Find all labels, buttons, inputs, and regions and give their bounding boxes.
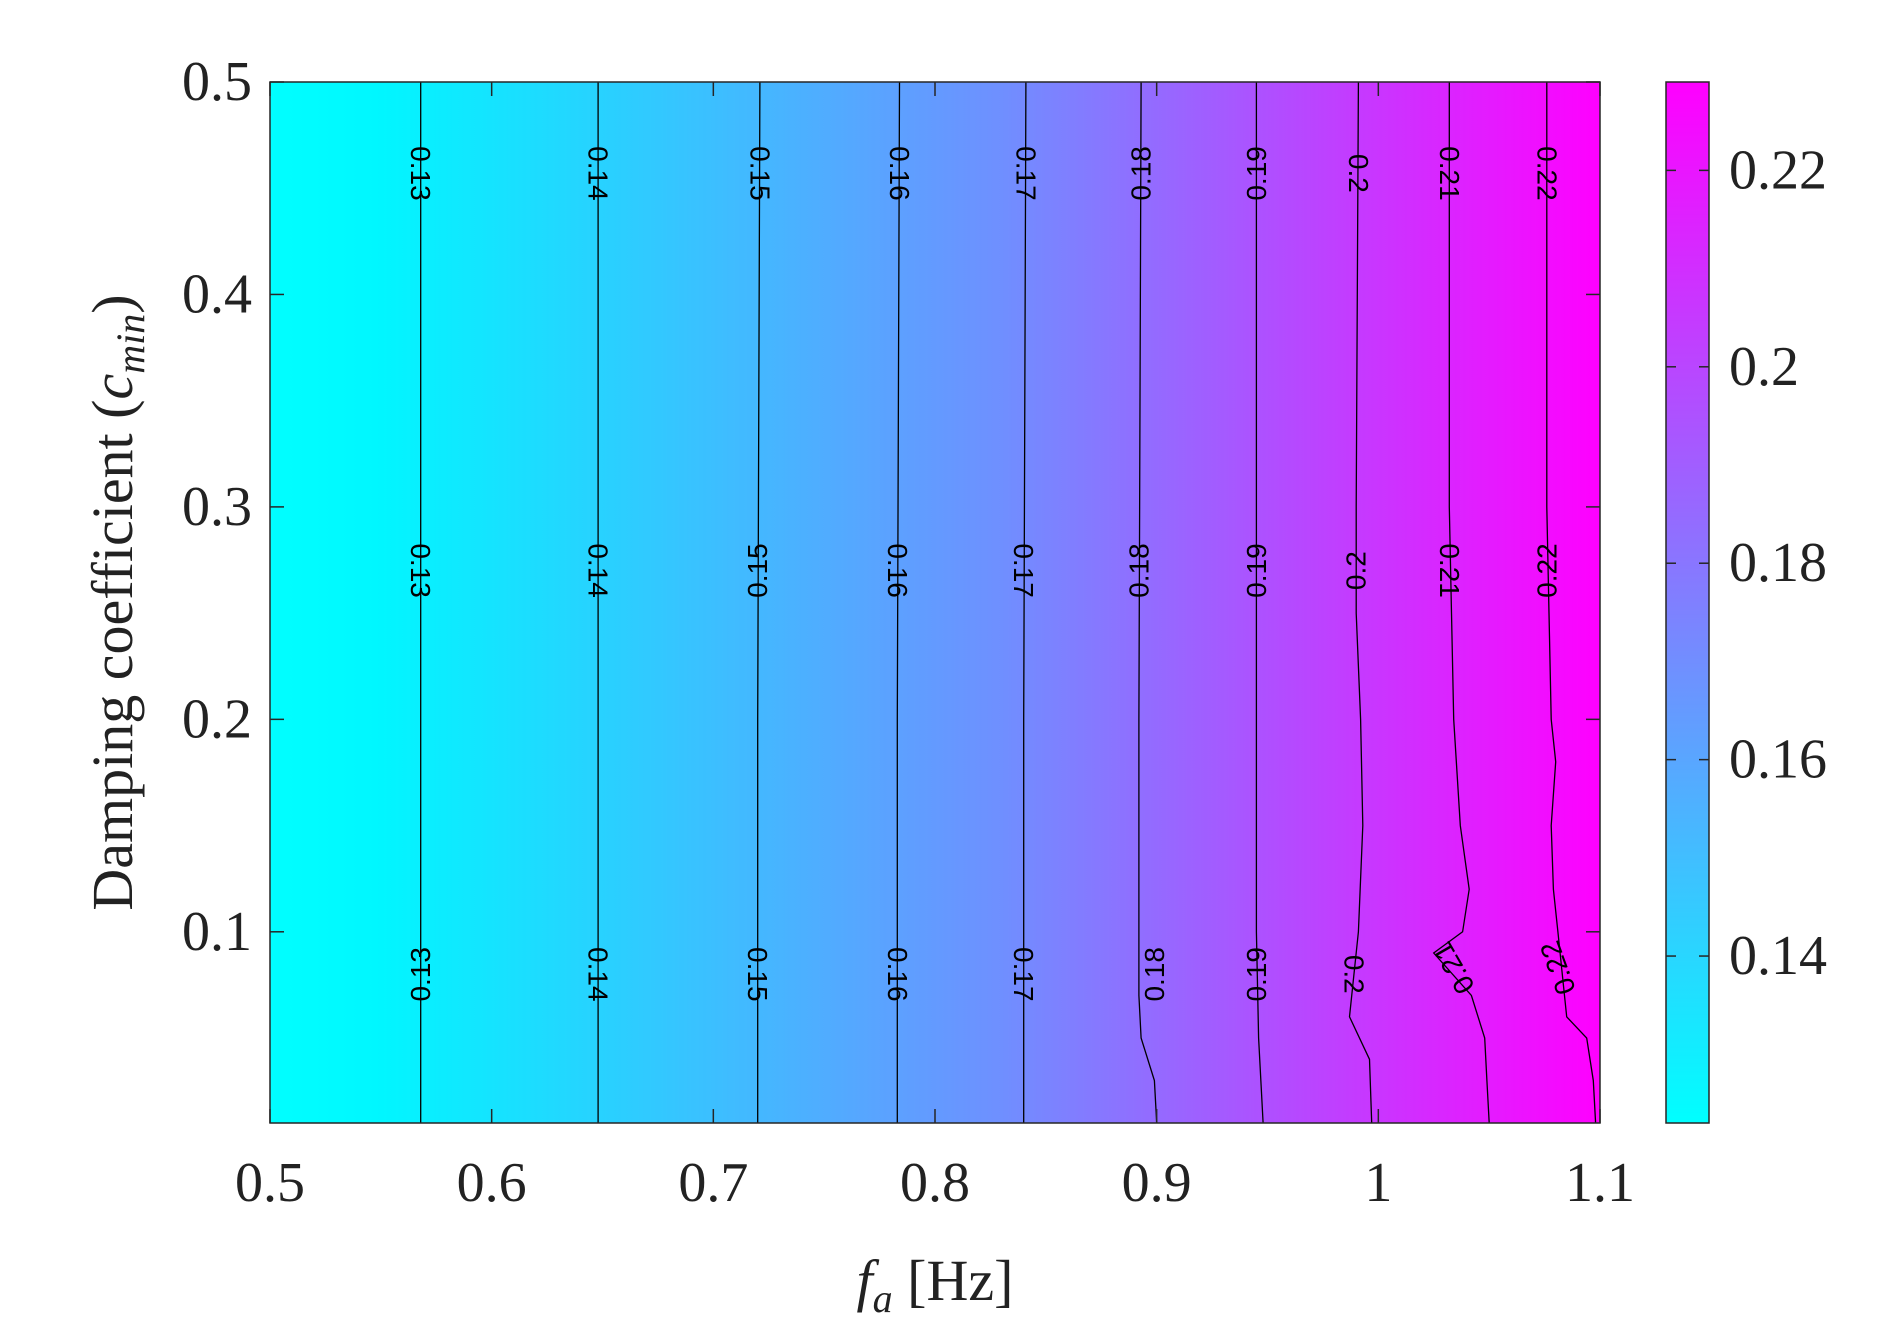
contour-line-0.22 <box>1546 82 1597 1124</box>
contour-label: 0.2 <box>1341 551 1372 590</box>
contour-label: 0.22 <box>1531 146 1562 201</box>
contour-label: 0.2 <box>1338 955 1369 994</box>
contour-line-0.2 <box>1348 81 1373 1124</box>
contour-label: 0.13 <box>405 146 436 201</box>
contour-label: 0.21 <box>1434 543 1465 598</box>
y-axis-label: Damping coefficient (cmin) <box>80 294 153 910</box>
x-tick-label: 0.7 <box>678 1152 748 1214</box>
contour-label: 0.16 <box>884 146 915 201</box>
contour-label: 0.14 <box>583 146 614 201</box>
contour-label: 0.2 <box>1343 154 1374 193</box>
contour-label: 0.22 <box>1531 543 1562 598</box>
contour-label: 0.21 <box>1434 146 1465 201</box>
contour-line-0.17 <box>1023 81 1027 1123</box>
x-tick-label: 0.6 <box>457 1152 527 1214</box>
contour-fill <box>270 82 1600 1123</box>
x-tick-label: 1.1 <box>1565 1152 1635 1214</box>
contour-label: 0.18 <box>1126 146 1157 201</box>
x-ticks: 0.5 0.6 0.7 0.8 0.9 1 1.1 <box>235 82 1635 1214</box>
y-tick-label: 0.1 <box>182 901 252 963</box>
contour-label: 0.19 <box>1241 146 1272 201</box>
contour-label: 0.19 <box>1241 543 1272 598</box>
colorbar-tick-label: 0.2 <box>1729 336 1799 398</box>
contour-label: 0.14 <box>583 543 614 598</box>
colorbar-ticks: 0.14 0.16 0.18 0.2 0.22 <box>1666 139 1827 987</box>
colorbar-tick-label: 0.14 <box>1729 925 1827 987</box>
colorbar-tick-label: 0.16 <box>1729 729 1827 791</box>
contour-label: 0.14 <box>583 947 614 1002</box>
y-tick-label: 0.5 <box>182 51 252 113</box>
contour-line-0.18 <box>1138 81 1158 1124</box>
colorbar <box>1665 81 1710 1124</box>
contour-label: 0.15 <box>744 146 775 201</box>
contour-label: 0.16 <box>882 543 913 598</box>
y-tick-label: 0.3 <box>182 476 252 538</box>
contour-label: 0.15 <box>742 543 773 598</box>
contour-line-0.15 <box>757 81 761 1123</box>
contour-label: 0.18 <box>1123 543 1154 598</box>
contour-label: 0.17 <box>1008 947 1039 1002</box>
colorbar-tick-label: 0.22 <box>1729 139 1827 201</box>
y-tick-label: 0.4 <box>182 263 252 325</box>
contour-label: 0.17 <box>1010 146 1041 201</box>
contour-label: 0.19 <box>1241 947 1272 1002</box>
contour-label: 0.13 <box>405 947 436 1002</box>
contour-line-0.21 <box>1432 82 1490 1124</box>
y-ticks: 0.1 0.2 0.3 0.4 0.5 <box>182 51 1600 963</box>
contour-label: 0.18 <box>1139 947 1170 1002</box>
x-tick-label: 1 <box>1364 1152 1392 1214</box>
contour-lines <box>420 81 1597 1124</box>
contour-label: 0.13 <box>405 543 436 598</box>
contour-line-0.16 <box>896 81 901 1123</box>
colorbar-tick-label: 0.18 <box>1729 532 1827 594</box>
y-tick-label: 0.2 <box>182 688 252 750</box>
x-axis-label: fa [Hz] <box>857 1248 1014 1321</box>
contour-label: 0.16 <box>882 947 913 1002</box>
x-tick-label: 0.9 <box>1122 1152 1192 1214</box>
contour-label: 0.15 <box>742 947 773 1002</box>
contour-line-0.19 <box>1255 82 1264 1124</box>
x-tick-label: 0.5 <box>235 1152 305 1214</box>
x-tick-label: 0.8 <box>900 1152 970 1214</box>
contour-label: 0.17 <box>1008 543 1039 598</box>
